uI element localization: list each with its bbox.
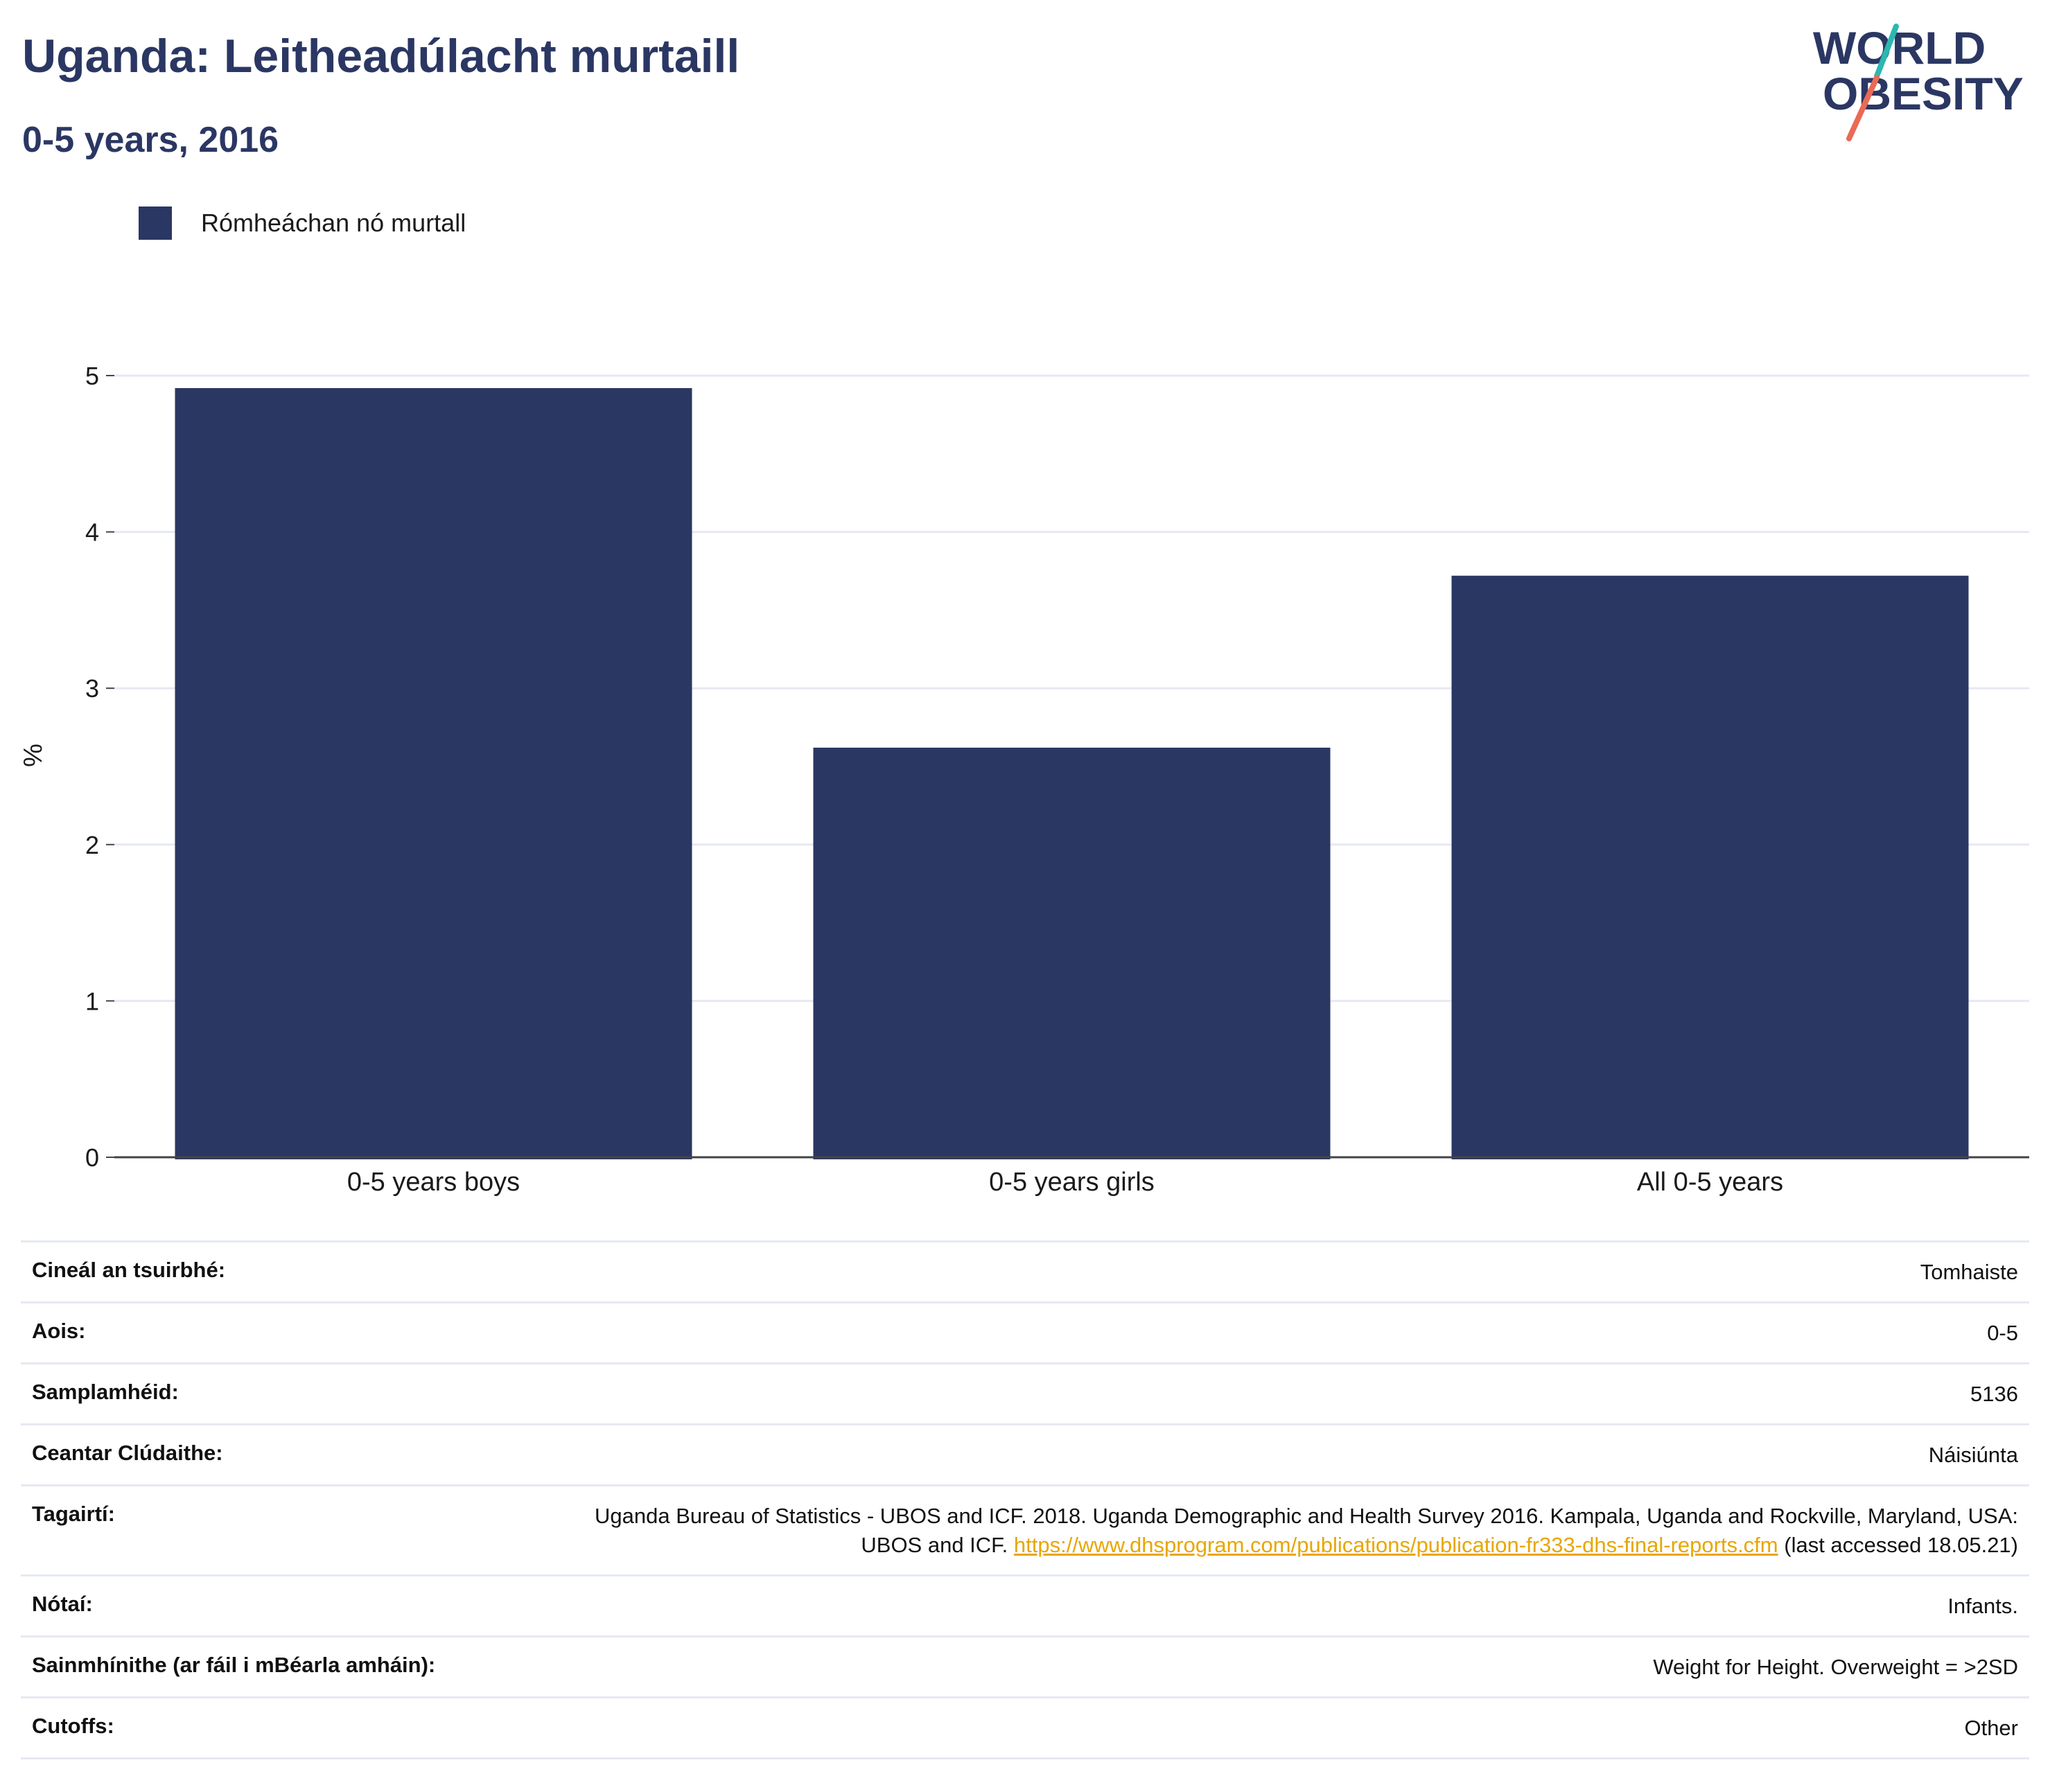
- logo-text-obesity: OBESITY: [1823, 68, 2024, 119]
- x-tick-label: 0-5 years girls: [989, 1168, 1155, 1197]
- row-label: Samplamhéid:: [21, 1362, 528, 1425]
- bars: [175, 388, 1969, 1159]
- row-value: Weight for Height. Overweight = >2SD: [528, 1635, 2029, 1698]
- row-label: Nótaí:: [21, 1574, 528, 1637]
- row-label: Aois:: [21, 1301, 528, 1364]
- y-tick-label: 4: [85, 518, 99, 547]
- bar-chart: Rómheáchan nó murtall 0 1 2 3 4 5 0-5 years b…: [19, 207, 2029, 1197]
- table-row: Aois: 0-5: [21, 1301, 2029, 1364]
- bar: [813, 747, 1331, 1159]
- x-axis-ticks: 0-5 years boys 0-5 years girls All 0-5 yea…: [114, 1156, 2029, 1197]
- logo-text-world: WORLD: [1813, 22, 1986, 73]
- row-value-text: 0-5: [1987, 1321, 2018, 1345]
- row-value-text: Infants.: [1947, 1594, 2018, 1618]
- row-value-text: Náisiúnta: [1928, 1443, 2018, 1467]
- y-tick-label: 0: [85, 1143, 99, 1172]
- row-label: Ceantar Clúdaithe:: [21, 1423, 528, 1486]
- table-row: Ceantar Clúdaithe: Náisiúnta: [21, 1423, 2029, 1486]
- chart-title: Uganda: Leitheadúlacht murtaill: [22, 30, 740, 82]
- chart-subtitle: 0-5 years, 2016: [22, 120, 279, 160]
- x-tick-label: All 0-5 years: [1637, 1168, 1783, 1197]
- y-axis-ticks: 0 1 2 3 4 5: [85, 362, 114, 1172]
- row-value: 5136: [528, 1362, 2029, 1425]
- y-axis-label: %: [19, 744, 48, 767]
- logo-slash-teal: [1874, 24, 1899, 79]
- table-row: Cutoffs: Other: [21, 1696, 2029, 1759]
- y-tick-label: 3: [85, 674, 99, 703]
- row-value: Uganda Bureau of Statistics - UBOS and I…: [528, 1484, 2029, 1576]
- reference-link[interactable]: https://www.dhsprogram.com/publications/…: [1013, 1533, 1778, 1557]
- row-value: 0-5: [528, 1301, 2029, 1364]
- logo-slash-coral: [1846, 75, 1880, 141]
- row-label: Cutoffs:: [21, 1696, 528, 1759]
- table-row: Tagairtí: Uganda Bureau of Statistics - U…: [21, 1484, 2029, 1576]
- x-tick-label: 0-5 years boys: [347, 1168, 520, 1197]
- row-value: Infants.: [528, 1574, 2029, 1637]
- legend-swatch: [139, 207, 172, 240]
- y-tick-label: 5: [85, 362, 99, 390]
- row-value: Other: [528, 1696, 2029, 1759]
- row-value-text: Other: [1964, 1716, 2018, 1740]
- row-value-text: Uganda Bureau of Statistics - UBOS and I…: [594, 1504, 2018, 1557]
- row-value: Tomhaiste: [528, 1240, 2029, 1303]
- y-tick-label: 1: [85, 987, 99, 1015]
- row-label: Tagairtí:: [21, 1484, 528, 1576]
- row-value-text: Tomhaiste: [1920, 1260, 2018, 1284]
- table-row: Nótaí: Infants.: [21, 1574, 2029, 1637]
- y-tick-label: 2: [85, 831, 99, 859]
- row-value: Náisiúnta: [528, 1423, 2029, 1486]
- legend-label: Rómheáchan nó murtall: [201, 209, 466, 237]
- world-obesity-logo: WORLD OBESITY: [1813, 22, 2024, 141]
- reference-suffix: (last accessed 18.05.21): [1784, 1533, 2018, 1557]
- legend: Rómheáchan nó murtall: [139, 207, 466, 240]
- row-value-text: Weight for Height. Overweight = >2SD: [1653, 1655, 2018, 1679]
- bar: [175, 388, 692, 1159]
- survey-details-table: Cineál an tsuirbhé: Tomhaiste Aois: 0-5 Samp…: [21, 1240, 2029, 1759]
- row-value-text: 5136: [1970, 1382, 2018, 1406]
- table-row: Samplamhéid: 5136: [21, 1362, 2029, 1425]
- bar: [1451, 575, 1969, 1159]
- table-row: Cineál an tsuirbhé: Tomhaiste: [21, 1240, 2029, 1303]
- table-row: Sainmhínithe (ar fáil i mBéarla amháin):…: [21, 1635, 2029, 1698]
- row-label: Cineál an tsuirbhé:: [21, 1240, 528, 1303]
- row-label: Sainmhínithe (ar fáil i mBéarla amháin):: [21, 1635, 528, 1698]
